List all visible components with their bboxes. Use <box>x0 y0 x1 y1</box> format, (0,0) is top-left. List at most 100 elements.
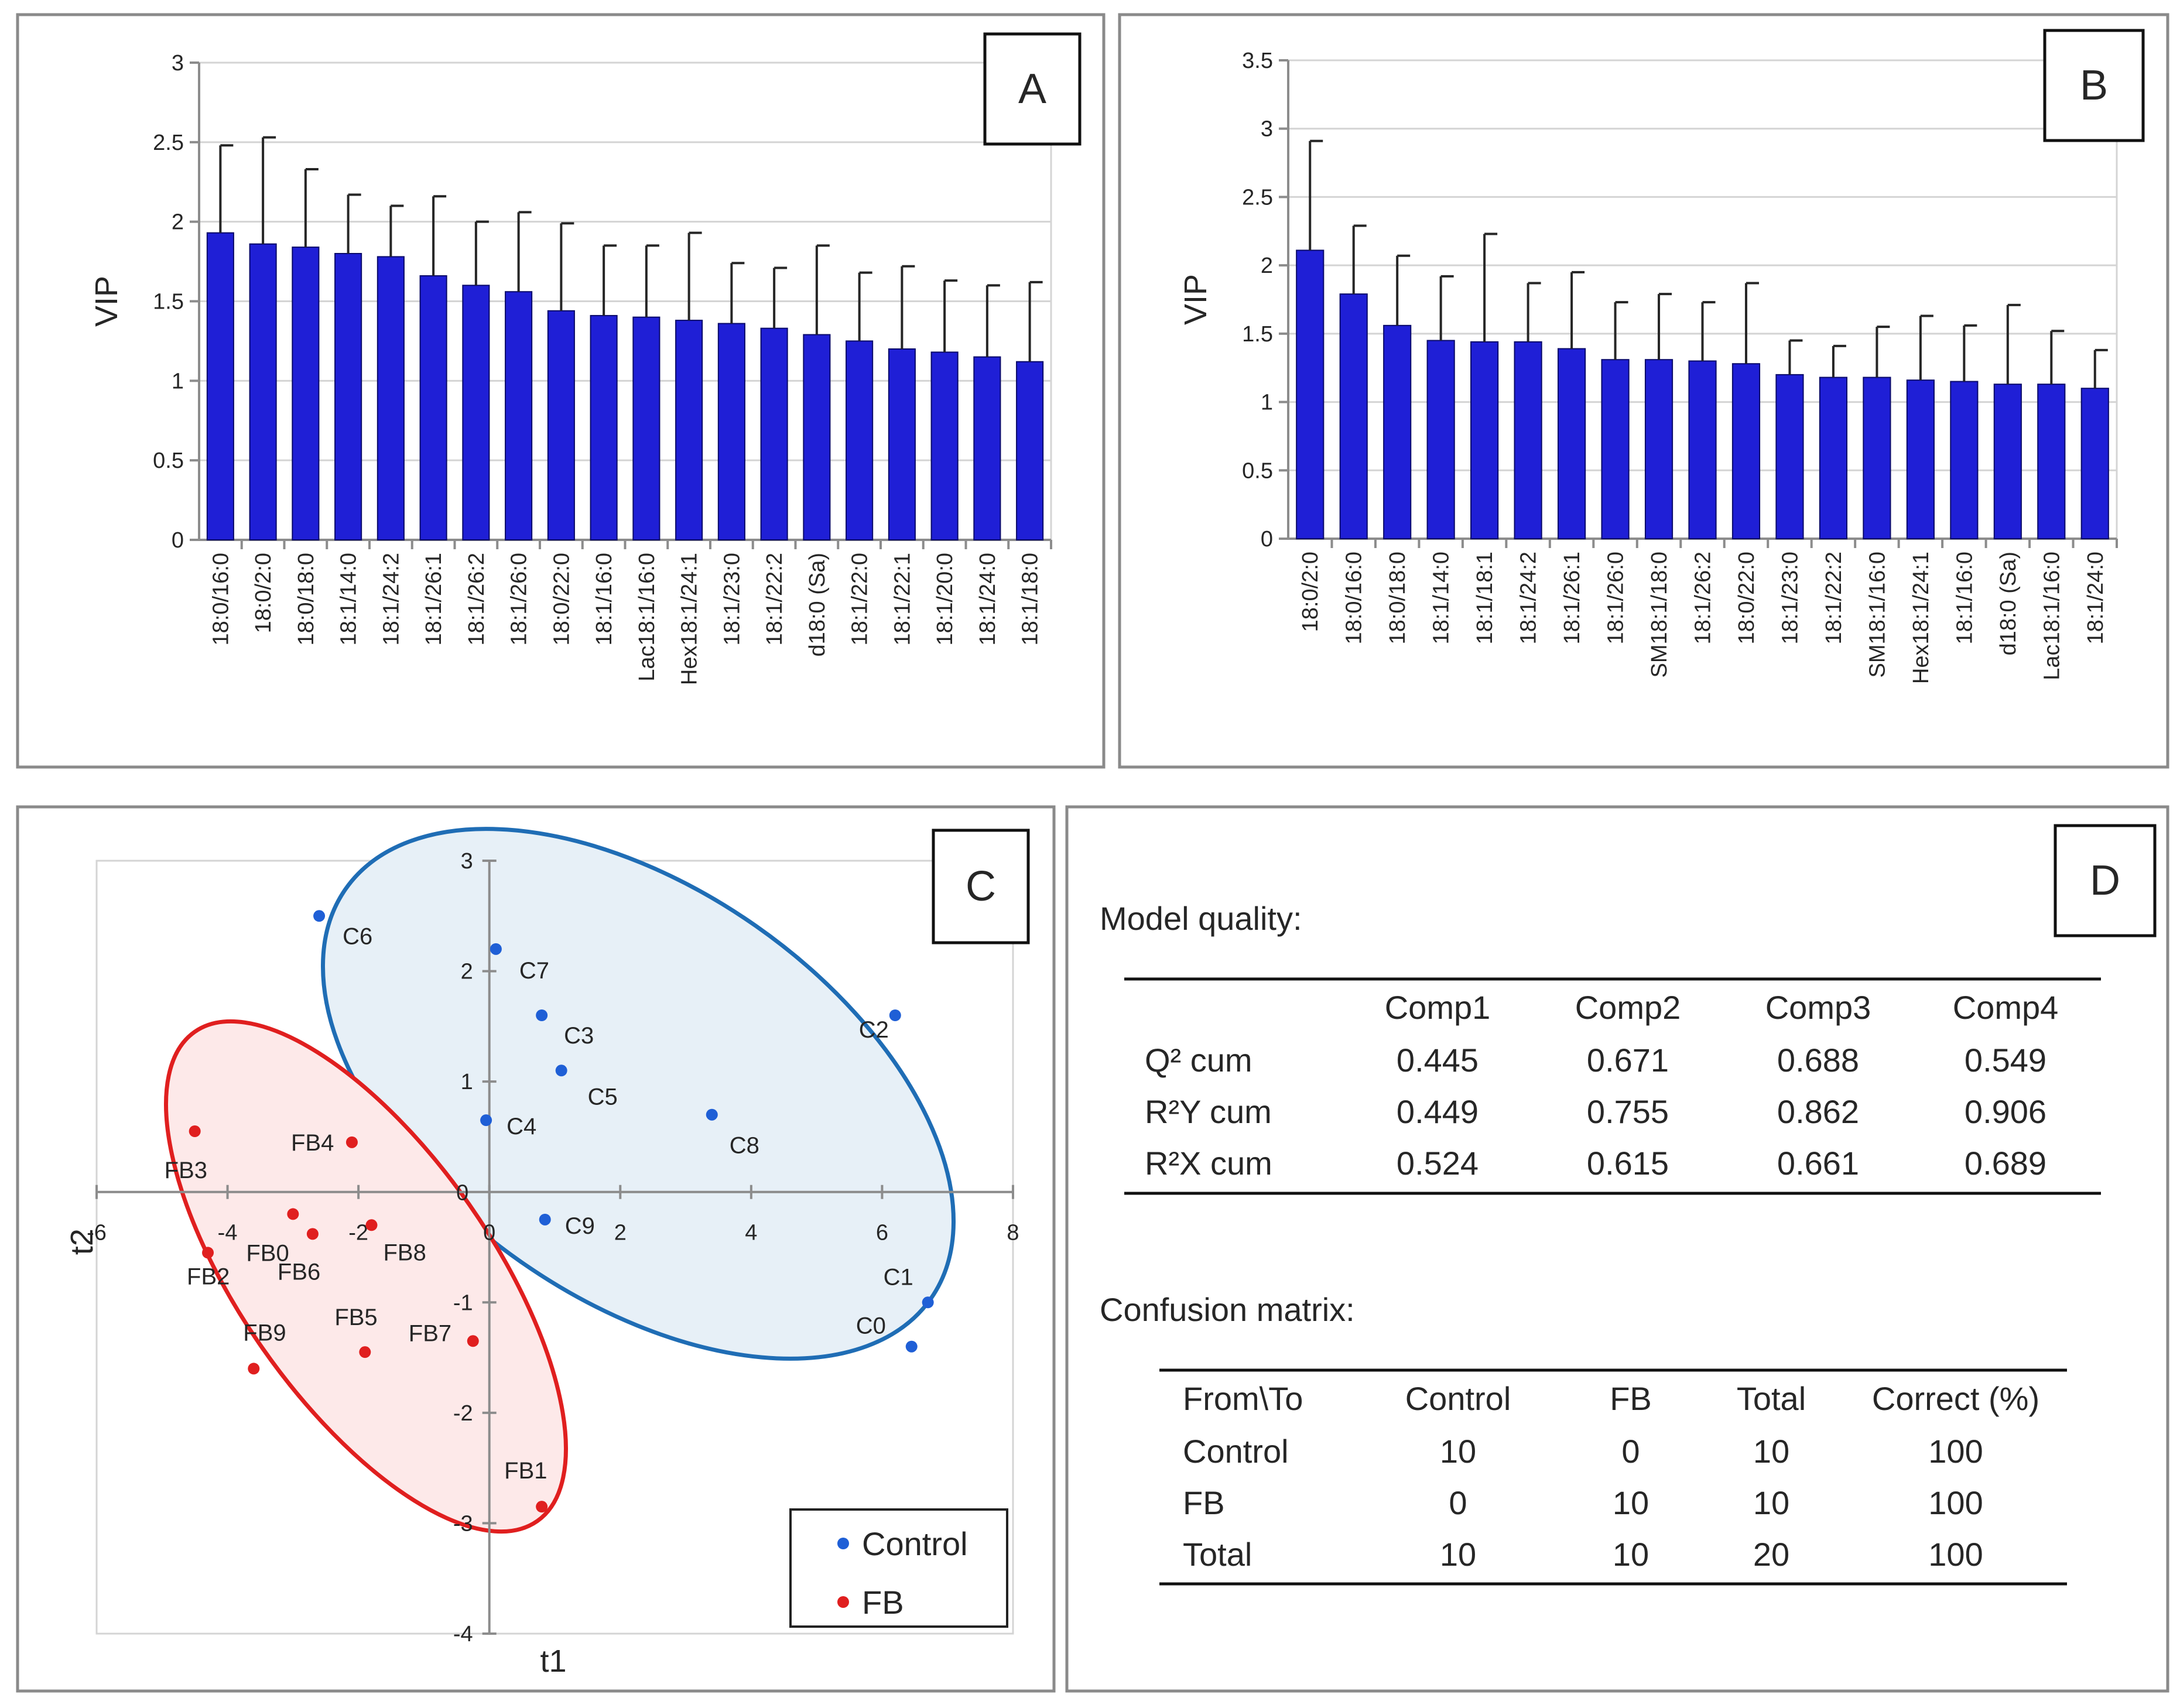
panel-a-bar <box>888 348 916 540</box>
point-label: C5 <box>588 1084 618 1110</box>
panel-c-y-axis-title: t2 <box>64 1228 100 1255</box>
panel-b-bar <box>1601 359 1630 539</box>
panel-a-letter: A <box>1018 66 1046 112</box>
confusion-matrix-cell: 10 <box>1440 1433 1476 1470</box>
model-quality-cell: 0.549 <box>1965 1042 2046 1079</box>
control-point <box>539 1213 551 1226</box>
legend-box <box>789 1508 1008 1628</box>
panel-c-xtick-label: -2 <box>348 1221 368 1245</box>
fb-point <box>248 1363 260 1375</box>
panel-a-category-label: 18:1/26:1 <box>422 553 446 645</box>
confusion-matrix-table: Confusion matrix: From\To Control FB Total C… <box>1100 1291 2067 1586</box>
panel-b-category-label: Lac18:1/16:0 <box>2039 552 2064 680</box>
model-quality-cell: 0.671 <box>1587 1042 1669 1079</box>
point-label: FB9 <box>243 1320 286 1346</box>
confusion-matrix-title: Confusion matrix: <box>1100 1291 1355 1328</box>
panel-b-ytick-label: 3 <box>1261 117 1273 142</box>
legend-fb-marker <box>837 1596 849 1608</box>
model-quality-cell: 0.615 <box>1587 1145 1669 1182</box>
panel-b-bar <box>1775 374 1804 540</box>
confusion-matrix-cell: 10 <box>1753 1484 1789 1521</box>
confusion-matrix-header-row: From\To Control FB Total Correct (%) <box>1183 1380 2039 1417</box>
panel-b-ytick-label: 0 <box>1261 527 1273 552</box>
point-label: C2 <box>859 1017 889 1043</box>
point-label: FB2 <box>187 1264 230 1289</box>
control-point <box>313 910 326 922</box>
panel-c-letter-box: C <box>932 829 1030 944</box>
confusion-matrix-cell: Total <box>1183 1536 1252 1573</box>
panel-b-bar <box>1906 379 1935 539</box>
panel-a-frame <box>16 13 1106 769</box>
confusion-matrix-cell: 10 <box>1753 1433 1789 1470</box>
panel-b-ytick-label: 0.5 <box>1242 458 1273 483</box>
panel-b-bar <box>1993 384 2022 539</box>
panel-a-bar-chart: 0 0.5 1 1.5 2 2.5 3 VIP 18:0/16:0 18:0/2:0 18:0/18… <box>89 51 1052 685</box>
panel-a-bar <box>803 334 831 540</box>
panel-c-ytick-label: 1 <box>461 1070 473 1094</box>
panel-a-category-label: 18:1/26:0 <box>507 553 532 645</box>
panel-b-category-label: 18:0/2:0 <box>1298 552 1323 632</box>
panel-b-category-label: 18:1/26:0 <box>1604 552 1628 644</box>
panel-c-ytick-label: -1 <box>453 1291 473 1315</box>
panel-c-xtick-label: 0 <box>483 1221 495 1245</box>
model-quality-cell: Q² cum <box>1145 1042 1252 1079</box>
point-label: C3 <box>564 1023 594 1049</box>
panel-a-category-label: 18:1/18:0 <box>1018 553 1043 645</box>
panel-a-category-label: 18:0/18:0 <box>294 553 319 645</box>
panel-a-category-label: Lac18:1/16:0 <box>635 553 659 682</box>
confusion-matrix-cell: 0 <box>1621 1433 1640 1470</box>
panel-b-bar <box>1557 348 1586 540</box>
confusion-matrix-cell: FB <box>1183 1484 1225 1521</box>
control-point <box>490 943 502 955</box>
panel-a-bar <box>377 256 405 540</box>
panel-a-bar <box>334 253 362 540</box>
model-quality-cell: 0.449 <box>1397 1093 1479 1130</box>
panel-b-bar-chart: 0 0.5 1 1.5 2 2.5 3 3.5 VIP 18:0/2:0 18:0/16:0 18:0… <box>1178 49 2118 684</box>
panel-c-xtick-label: -4 <box>218 1221 238 1245</box>
panel-a-category-label: 18:1/22:0 <box>848 553 872 645</box>
panel-a-ytick-label: 1 <box>172 369 184 393</box>
panel-d-letter-box: D <box>2054 824 2157 937</box>
control-point <box>706 1108 718 1121</box>
panel-a-bar <box>419 275 447 540</box>
confusion-matrix-cell: 100 <box>1928 1484 1983 1521</box>
confusion-matrix-cell: 10 <box>1613 1536 1649 1573</box>
panel-b-bar <box>1339 293 1368 539</box>
panel-a-bar <box>206 232 234 540</box>
point-label: C6 <box>343 923 372 949</box>
confusion-matrix-cell: 10 <box>1440 1536 1476 1573</box>
legend-fb-label: FB <box>862 1584 904 1621</box>
panel-b-category-label: 18:1/26:1 <box>1560 552 1584 644</box>
confusion-matrix-cell: Control <box>1183 1433 1289 1470</box>
fb-point <box>306 1228 319 1240</box>
panel-b-category-label: 18:0/18:0 <box>1385 552 1410 644</box>
panel-a-bar <box>292 247 320 540</box>
panel-a-category-label: 18:1/24:2 <box>379 553 403 645</box>
panel-a-bar <box>632 316 660 541</box>
panel-c-x-axis-title: t1 <box>540 1644 566 1679</box>
panel-a-bar <box>930 351 959 541</box>
panel-d-frame <box>1065 805 2169 1693</box>
panel-b-category-label: 18:0/22:0 <box>1734 552 1759 644</box>
point-label: C0 <box>856 1313 886 1339</box>
fb-point <box>202 1247 214 1259</box>
panel-a-ytick-label: 0.5 <box>153 449 184 473</box>
panel-b-ytick-label: 2 <box>1261 254 1273 278</box>
model-quality-body: Q² cum 0.445 0.671 0.688 0.549 R²Y cum 0.449 0.… <box>1145 1042 2046 1182</box>
model-quality-header-cell: Comp2 <box>1575 989 1681 1026</box>
model-quality-header-row: Comp1 Comp2 Comp3 Comp4 <box>1385 989 2059 1026</box>
model-quality-title: Model quality: <box>1100 900 1302 937</box>
panel-a-bar <box>1016 361 1044 540</box>
panel-b-bar <box>1470 341 1499 539</box>
panel-c-frame <box>16 805 1056 1693</box>
model-quality-cell: R²X cum <box>1145 1145 1272 1182</box>
panel-b-bar <box>1863 376 1891 539</box>
fb-point <box>189 1125 201 1137</box>
panel-b-category-label: 18:1/18:1 <box>1473 552 1497 644</box>
confusion-matrix-header-cell: From\To <box>1183 1380 1303 1417</box>
panel-a-bar <box>675 320 703 540</box>
point-label: C4 <box>507 1114 536 1139</box>
model-quality-cell: 0.661 <box>1777 1145 1859 1182</box>
confusion-matrix-cell: 100 <box>1928 1536 1983 1573</box>
panel-a-category-label: Hex18:1/24:1 <box>677 553 702 685</box>
